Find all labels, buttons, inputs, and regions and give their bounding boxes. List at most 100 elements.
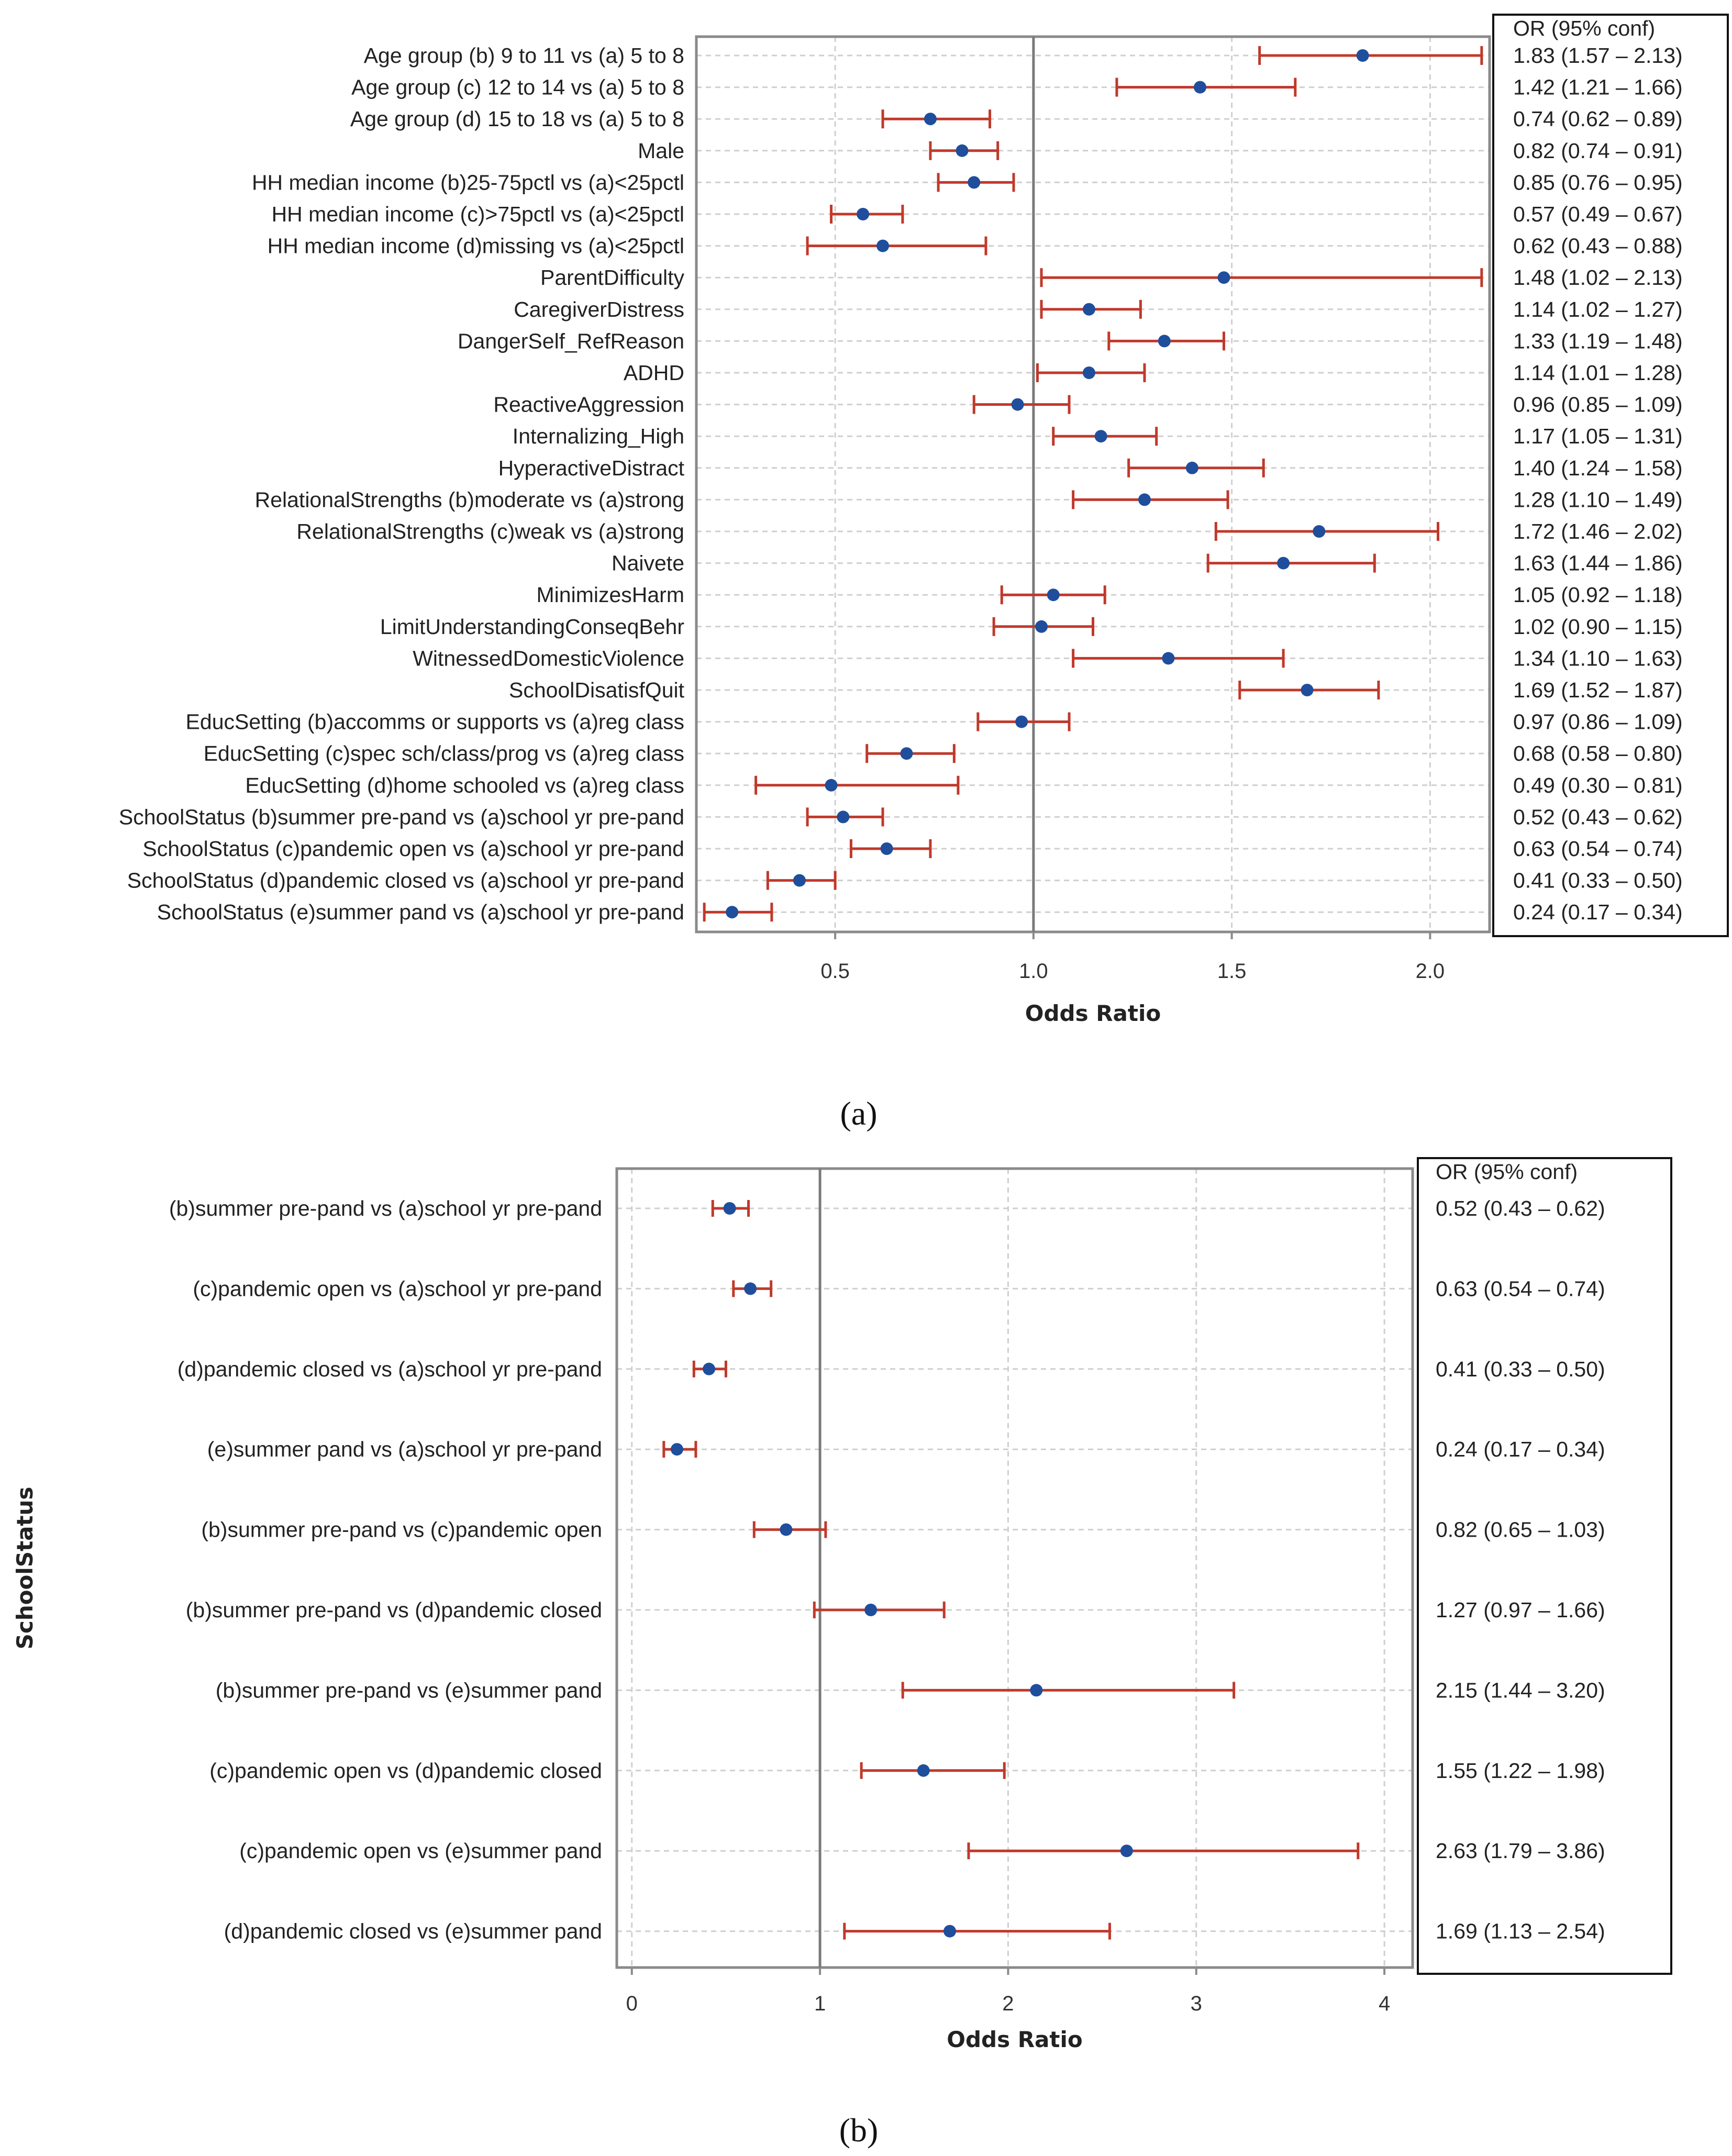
row-label: (d)pandemic closed vs (a)school yr pre-p… <box>177 1357 602 1381</box>
odds-ratio-point <box>726 906 739 919</box>
row-label: EducSetting (d)home schooled vs (a)reg c… <box>245 773 684 797</box>
row-label: HyperactiveDistract <box>498 456 685 480</box>
row-label: RelationalStrengths (c)weak vs (a)strong <box>296 519 684 543</box>
plot-frame <box>615 1167 1414 1969</box>
or-table-value: 0.63 (0.54 – 0.74) <box>1513 837 1683 861</box>
x-axis-title: Odds Ratio <box>947 2027 1082 2052</box>
row-label: WitnessedDomesticViolence <box>413 646 684 670</box>
odds-ratio-point <box>1138 493 1151 506</box>
odds-ratio-point <box>864 1604 878 1616</box>
odds-ratio-point <box>1194 81 1207 94</box>
odds-ratio-point <box>880 842 893 855</box>
or-table-value: 0.41 (0.33 – 0.50) <box>1436 1357 1605 1381</box>
panel-a: Age group (b) 9 to 11 vs (a) 5 to 8 Age g… <box>119 14 1729 1132</box>
x-tick-label: 0 <box>626 1992 638 2015</box>
odds-ratio-point <box>1015 715 1028 728</box>
odds-ratio-point <box>1217 271 1230 284</box>
row-label: Naivete <box>612 551 684 575</box>
odds-ratio-point <box>917 1764 930 1777</box>
or-table-value: 1.17 (1.05 – 1.31) <box>1513 424 1683 448</box>
or-table-value: 1.14 (1.02 – 1.27) <box>1513 297 1683 321</box>
or-table-value: 1.27 (0.97 – 1.66) <box>1436 1598 1605 1622</box>
or-table-value: 0.82 (0.65 – 1.03) <box>1436 1518 1605 1542</box>
row-label: HH median income (b)25-75pctl vs (a)<25p… <box>252 170 684 194</box>
row-label: (c)pandemic open vs (e)summer pand <box>239 1839 602 1863</box>
row-label: (b)summer pre-pand vs (d)pandemic closed <box>186 1598 602 1622</box>
or-table-value: 1.33 (1.19 – 1.48) <box>1513 329 1683 353</box>
odds-ratio-point <box>1035 620 1048 633</box>
or-table-value: 0.68 (0.58 – 0.80) <box>1513 741 1683 765</box>
or-table-value: 1.72 (1.46 – 2.02) <box>1513 519 1683 543</box>
x-tick-label: 2 <box>1002 1992 1014 2015</box>
row-label: Age group (c) 12 to 14 vs (a) 5 to 8 <box>351 75 684 99</box>
row-label: Age group (d) 15 to 18 vs (a) 5 to 8 <box>350 107 684 131</box>
or-table-value: 1.55 (1.22 – 1.98) <box>1436 1759 1605 1783</box>
x-tick-label: 2.0 <box>1416 960 1445 983</box>
odds-ratio-point <box>1313 525 1326 538</box>
x-tick-label: 1 <box>814 1992 826 2015</box>
or-table-value: 0.74 (0.62 – 0.89) <box>1513 107 1683 131</box>
or-table-value: 1.05 (0.92 – 1.18) <box>1513 583 1683 607</box>
confidence-interval <box>1072 649 1285 668</box>
odds-ratio-point <box>825 779 838 792</box>
panel-b: (b)summer pre-pand vs (a)school yr pre-p… <box>12 1157 1672 2149</box>
row-label: ADHD <box>624 361 684 385</box>
y-axis-title: SchoolStatus <box>12 1487 38 1650</box>
odds-ratio-point <box>703 1362 716 1375</box>
odds-ratio-point <box>1185 461 1198 474</box>
row-label: RelationalStrengths (b)moderate vs (a)st… <box>255 487 684 512</box>
confidence-interval <box>1214 522 1440 541</box>
odds-ratio-point <box>744 1282 757 1295</box>
odds-ratio-point <box>1277 557 1290 570</box>
row-label: SchoolDisatisfQuit <box>509 678 685 702</box>
odds-ratio-point <box>780 1523 793 1536</box>
or-table-value: 0.96 (0.85 – 1.09) <box>1513 393 1683 417</box>
odds-ratio-point <box>900 747 913 760</box>
odds-ratio-point <box>1120 1844 1133 1858</box>
confidence-interval <box>967 1842 1360 1860</box>
odds-ratio-point <box>1011 398 1024 411</box>
odds-ratio-point <box>793 874 806 887</box>
odds-ratio-point <box>1082 303 1095 316</box>
or-table-value: 0.24 (0.17 – 0.34) <box>1513 900 1683 924</box>
or-table-value: 0.41 (0.33 – 0.50) <box>1513 869 1683 893</box>
row-label: (b)summer pre-pand vs (e)summer pand <box>216 1678 602 1702</box>
panel-caption: (b) <box>839 2111 879 2149</box>
or-table-box <box>1492 14 1729 937</box>
or-table-value: 0.52 (0.43 – 0.62) <box>1513 805 1683 829</box>
odds-ratio-point <box>876 239 890 252</box>
or-table-value: 1.42 (1.21 – 1.66) <box>1513 75 1683 99</box>
odds-ratio-point <box>1030 1684 1043 1697</box>
row-label: EducSetting (c)spec sch/class/prog vs (a… <box>204 741 684 765</box>
odds-ratio-point <box>943 1925 957 1938</box>
row-label: SchoolStatus (e)summer pand vs (a)school… <box>157 900 684 924</box>
or-table-box <box>1417 1157 1672 1975</box>
or-table-header: OR (95% conf) <box>1436 1160 1578 1184</box>
row-label: (d)pandemic closed vs (e)summer pand <box>224 1919 602 1943</box>
x-axis-title: Odds Ratio <box>1025 1001 1161 1026</box>
row-label: Age group (b) 9 to 11 vs (a) 5 to 8 <box>364 43 684 68</box>
row-label: SchoolStatus (c)pandemic open vs (a)scho… <box>142 837 684 861</box>
or-table-value: 0.62 (0.43 – 0.88) <box>1513 234 1683 258</box>
confidence-interval <box>901 1682 1236 1699</box>
x-tick-label: 3 <box>1191 1992 1202 2015</box>
or-table-value: 1.63 (1.44 – 1.86) <box>1513 551 1683 575</box>
or-table-value: 1.48 (1.02 – 2.13) <box>1513 265 1683 290</box>
x-tick-label: 1.5 <box>1217 960 1247 983</box>
confidence-interval <box>1258 46 1483 65</box>
odds-ratio-point <box>1356 49 1369 62</box>
row-label: Internalizing_High <box>513 424 684 448</box>
or-table-value: 0.63 (0.54 – 0.74) <box>1436 1276 1605 1301</box>
confidence-interval <box>1040 268 1483 287</box>
odds-ratio-point <box>1301 684 1314 696</box>
x-tick-label: 4 <box>1379 1992 1390 2015</box>
row-label: ParentDifficulty <box>540 265 684 290</box>
confidence-interval <box>1206 553 1376 573</box>
confidence-interval <box>843 1922 1111 1940</box>
or-table-value: 1.69 (1.13 – 2.54) <box>1436 1919 1605 1943</box>
row-label: DangerSelf_RefReason <box>458 329 684 353</box>
or-table-value: 1.14 (1.01 – 1.28) <box>1513 361 1683 385</box>
row-label: HH median income (c)>75pctl vs (a)<25pct… <box>272 202 684 226</box>
or-table-value: 2.63 (1.79 – 3.86) <box>1436 1839 1605 1863</box>
